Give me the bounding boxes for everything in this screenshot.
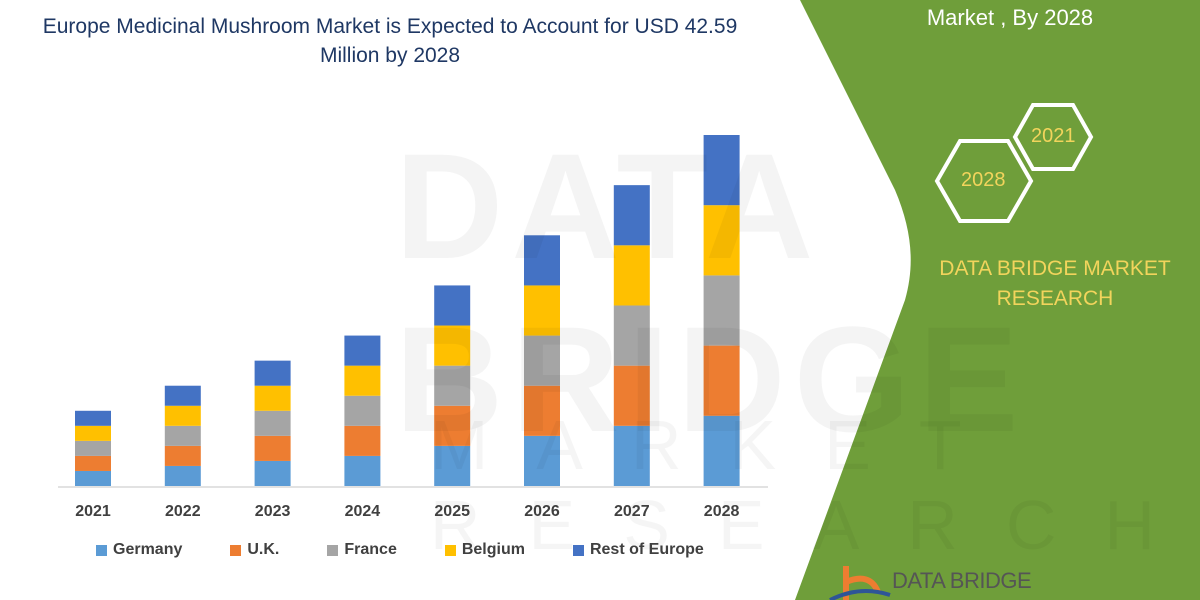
hexagon-2028 xyxy=(934,139,1034,223)
green-panel xyxy=(795,0,1200,600)
watermark-line1: DATA BRIDGE xyxy=(395,120,1200,466)
bar-2022-belgium xyxy=(164,405,201,426)
x-tick-label: 2021 xyxy=(75,503,111,520)
legend-item: Belgium xyxy=(444,541,525,559)
bar-2021-u-k- xyxy=(75,455,111,471)
bar-2026-france xyxy=(524,335,560,386)
legend-swatch xyxy=(572,544,584,556)
x-tick-label: 2023 xyxy=(254,503,291,520)
bar-2022-france xyxy=(164,425,201,446)
legend-label: Rest of Europe xyxy=(589,541,704,558)
bar-2021-germany xyxy=(75,470,111,486)
bar-2027-rest-of-europe xyxy=(613,185,650,246)
brand-text: DATA BRIDGE MARKET RESEARCH xyxy=(939,257,1171,310)
bar-2027-u-k- xyxy=(613,365,650,426)
bar-2023-rest-of-europe xyxy=(254,360,291,386)
bar-2021-france xyxy=(75,440,111,456)
bar-2024-u-k- xyxy=(344,425,381,456)
bar-2025-belgium xyxy=(434,325,471,366)
x-tick-label: 2022 xyxy=(165,503,201,520)
legend-label: Belgium xyxy=(461,541,525,558)
bar-2028-germany xyxy=(703,415,740,486)
bar-2028-france xyxy=(703,275,740,346)
legend-item: Germany xyxy=(96,541,182,559)
side-title: Market , By 2028 xyxy=(926,5,1094,30)
chart-title: Europe Medicinal Mushroom Market is Expe… xyxy=(42,15,738,67)
bar-2026-u-k- xyxy=(524,385,560,436)
legend-swatch xyxy=(444,544,456,556)
bar-2027-france xyxy=(613,305,650,366)
bar-2023-france xyxy=(254,410,291,436)
x-tick-label: 2028 xyxy=(703,503,740,520)
logo-icon xyxy=(829,566,891,600)
watermark-line2: MARKET RESEARCH xyxy=(430,405,1200,565)
bar-2028-u-k- xyxy=(703,345,740,416)
x-tick-label: 2026 xyxy=(524,503,560,520)
bar-2026-germany xyxy=(524,435,560,486)
legend-label: Germany xyxy=(113,541,183,558)
legend: Germany U.K. France Belgium Rest of Europe xyxy=(96,541,752,559)
bar-2026-belgium xyxy=(524,285,560,336)
legend-item: U.K. xyxy=(230,541,279,559)
bar-2025-france xyxy=(434,365,471,406)
bar-2022-rest-of-europe xyxy=(164,385,201,406)
hex-label-2021: 2021 xyxy=(1031,125,1076,147)
bars-group xyxy=(75,135,740,486)
bar-2022-germany xyxy=(164,465,201,486)
x-tick-label: 2027 xyxy=(614,503,650,520)
logo-text: DATA BRIDGE xyxy=(892,568,1032,593)
legend-label: France xyxy=(344,541,397,558)
bar-2021-rest-of-europe xyxy=(75,410,111,426)
x-tick-label: 2025 xyxy=(434,503,470,520)
legend-swatch xyxy=(96,544,107,556)
bar-2022-u-k- xyxy=(164,445,201,466)
bar-2021-belgium xyxy=(75,425,111,441)
bar-2027-belgium xyxy=(613,245,650,306)
hex-label-2028: 2028 xyxy=(961,169,1006,191)
bar-2025-u-k- xyxy=(434,405,471,446)
bar-2023-belgium xyxy=(254,385,291,411)
bar-2027-germany xyxy=(613,425,650,486)
legend-item: Rest of Europe xyxy=(572,541,704,559)
legend-label: U.K. xyxy=(247,541,280,558)
bar-2025-rest-of-europe xyxy=(434,285,471,326)
bar-2023-u-k- xyxy=(254,435,291,461)
bar-2026-rest-of-europe xyxy=(524,235,560,286)
bar-2024-rest-of-europe xyxy=(344,335,381,366)
bar-2028-belgium xyxy=(703,205,740,276)
bar-2028-rest-of-europe xyxy=(703,135,740,206)
bar-2023-germany xyxy=(254,460,291,486)
x-tick-label: 2024 xyxy=(344,503,381,520)
bar-2024-germany xyxy=(344,455,381,486)
bar-2025-germany xyxy=(434,445,471,486)
bar-2024-belgium xyxy=(344,365,381,396)
legend-swatch xyxy=(230,544,242,556)
hexagon-2021 xyxy=(1012,103,1094,171)
legend-swatch xyxy=(327,544,339,556)
bar-2024-france xyxy=(344,395,381,426)
legend-item: France xyxy=(327,541,397,559)
